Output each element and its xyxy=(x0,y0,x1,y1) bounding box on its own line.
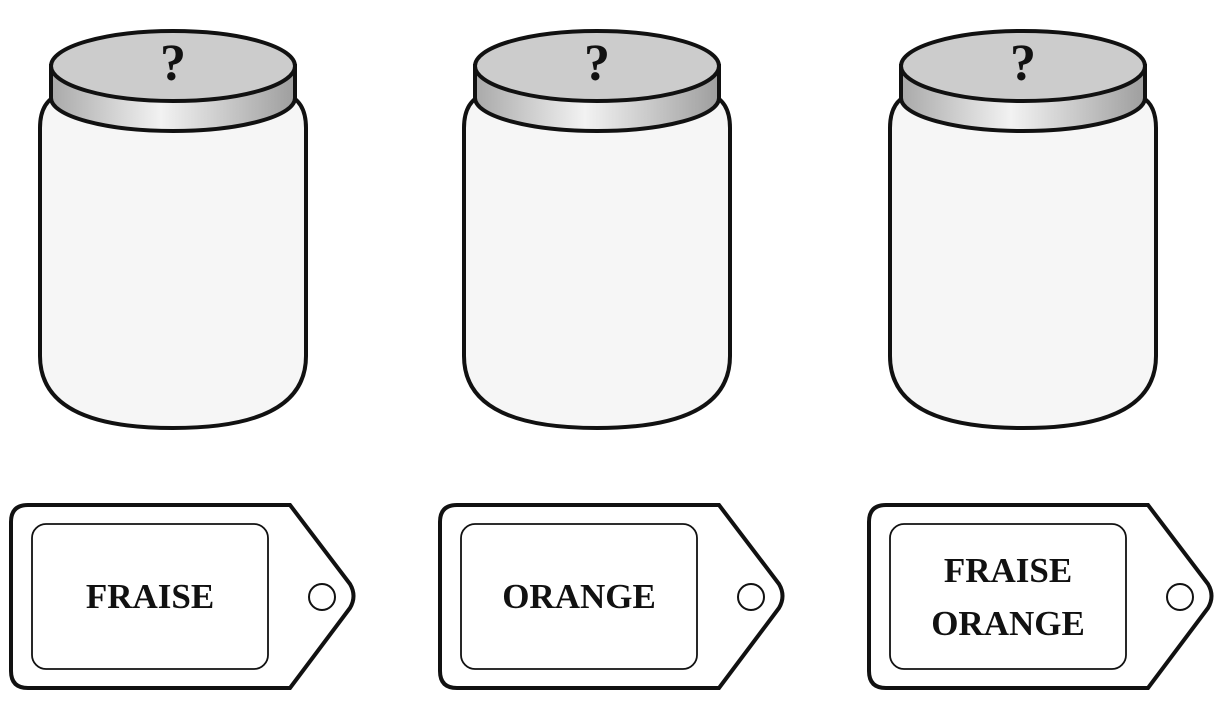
tag-3-hole xyxy=(1166,583,1194,611)
tag-1-label: FRAISE xyxy=(32,524,268,669)
tag-1-drawing xyxy=(9,503,356,690)
tag-3-label-line-1: FRAISE xyxy=(943,550,1073,590)
tag-3-label-line-2: ORANGE xyxy=(931,603,1085,643)
tag-3-drawing xyxy=(867,503,1214,690)
tag-3-inner-frame xyxy=(889,523,1127,670)
jar-3-body xyxy=(888,92,1158,431)
jar-3-drawing xyxy=(888,29,1158,431)
tag-2-drawing xyxy=(438,503,785,690)
jar-1-question-mark: ? xyxy=(160,35,186,92)
tag-3: FRAISE ORANGE xyxy=(866,502,1216,694)
tag-3-label: FRAISE ORANGE xyxy=(890,524,1126,669)
tag-1-label-line-1: FRAISE xyxy=(85,577,215,616)
tag-1: FRAISE xyxy=(8,502,358,694)
jar-1: ? xyxy=(37,16,309,431)
tag-2: ORANGE xyxy=(437,502,787,694)
jar-3: ? xyxy=(887,16,1159,431)
tag-1-hole xyxy=(308,583,336,611)
tag-2-label-line-1: ORANGE xyxy=(502,577,656,616)
tag-1-inner-frame xyxy=(31,523,269,670)
jar-2: ? xyxy=(461,16,733,431)
jar-2-drawing xyxy=(462,29,732,431)
jar-2-lid-top xyxy=(473,29,721,103)
jar-3-question-mark: ? xyxy=(1010,35,1036,92)
jar-1-lid-top xyxy=(49,29,297,103)
jar-2-question-mark: ? xyxy=(584,35,610,92)
tag-2-inner-frame xyxy=(460,523,698,670)
tag-2-label: ORANGE xyxy=(461,524,697,669)
tag-2-hole xyxy=(737,583,765,611)
jar-1-body xyxy=(38,92,308,431)
jar-1-drawing xyxy=(38,29,308,431)
jar-3-lid-top xyxy=(899,29,1147,103)
jar-2-body xyxy=(462,92,732,431)
